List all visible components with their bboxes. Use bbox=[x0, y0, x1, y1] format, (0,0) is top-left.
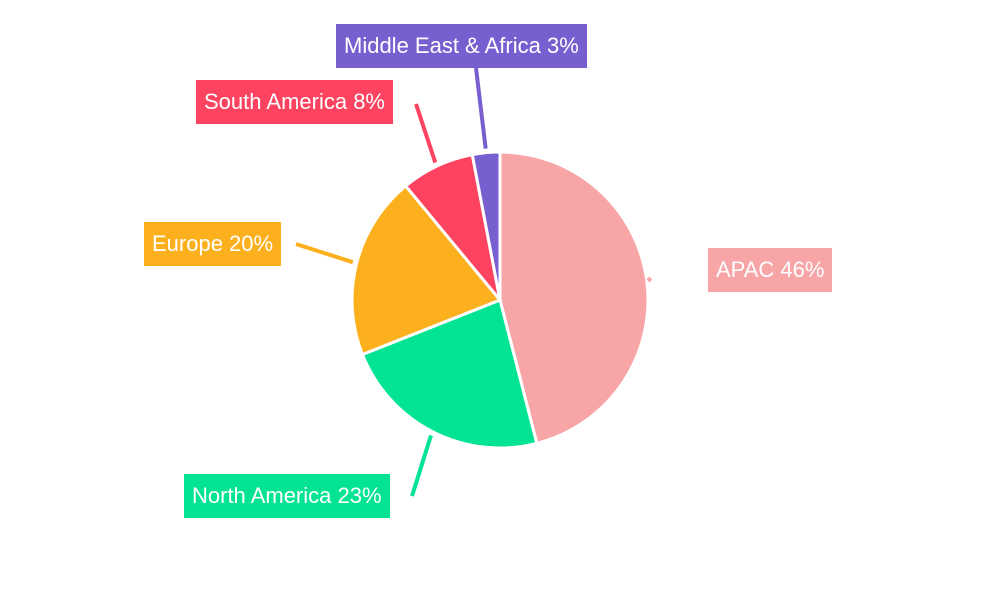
label-middle-east-africa: Middle East & Africa 3% bbox=[336, 24, 587, 68]
label-south-america: South America 8% bbox=[196, 80, 393, 124]
slice-apac bbox=[498, 150, 650, 446]
slice-middle-east-africa bbox=[470, 150, 502, 301]
leader-line bbox=[474, 67, 488, 149]
label-europe: Europe 20% bbox=[144, 222, 282, 266]
label-north-america: North America 23% bbox=[184, 474, 390, 518]
slice-europe bbox=[350, 183, 503, 357]
leader-line bbox=[410, 434, 433, 497]
leader-line bbox=[646, 276, 653, 283]
slice-north-america bbox=[360, 297, 539, 450]
leader-line bbox=[414, 103, 438, 164]
label-apac: APAC 46% bbox=[708, 248, 833, 292]
leader-line bbox=[295, 242, 354, 265]
